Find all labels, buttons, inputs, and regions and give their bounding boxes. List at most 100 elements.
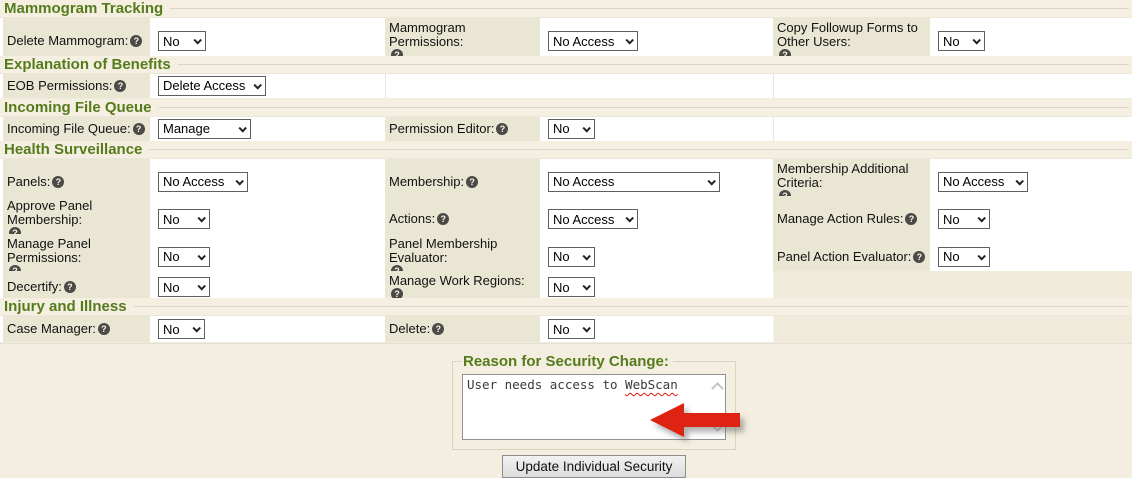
row-gutter <box>0 116 3 141</box>
section-rule <box>133 306 1129 307</box>
chevron-down-icon <box>977 251 986 261</box>
section-rule <box>149 148 1129 150</box>
delete-label: Delete:? <box>385 316 540 342</box>
reason-for-security-change-panel: Reason for Security Change: User needs a… <box>452 353 736 450</box>
scroll-down-icon[interactable] <box>711 419 724 432</box>
help-icon[interactable]: ? <box>466 175 479 188</box>
manage-work-regions-label: Manage Work Regions:? <box>385 271 540 303</box>
chevron-down-icon <box>253 80 262 90</box>
table-row: EOB Permissions:? Delete Access <box>0 73 1132 99</box>
help-icon[interactable]: ? <box>97 323 110 335</box>
reason-text-flagged-word: WebScan <box>625 377 678 392</box>
footer-area: Reason for Security Change: User needs a… <box>0 343 1132 478</box>
manage-work-regions-select[interactable]: No <box>548 277 595 297</box>
chevron-down-icon <box>192 324 201 333</box>
table-row: Panels:? No Access Membership:? No Acces… <box>0 158 1132 205</box>
row-gutter <box>0 271 3 303</box>
case-manager-label: Case Manager:? <box>3 316 150 342</box>
empty-cell <box>773 271 1132 303</box>
delete-mammogram-select[interactable]: No <box>158 31 206 51</box>
table-row: Delete Mammogram:? No Mammogram Permissi… <box>0 18 1132 64</box>
row-gutter <box>0 73 3 98</box>
incoming-file-queue-label: Incoming File Queue:? <box>3 116 150 141</box>
delete-cell: No <box>540 316 773 342</box>
section-header-explanation-of-benefits: Explanation of Benefits <box>0 55 1132 74</box>
empty-cell <box>773 116 1132 141</box>
row-gutter <box>0 196 3 242</box>
help-icon[interactable]: ? <box>496 122 509 135</box>
decertify-cell: No <box>150 271 385 303</box>
approve-panel-membership-select[interactable]: No <box>158 209 210 229</box>
reason-text: User needs access to <box>467 377 626 392</box>
membership-additional-criteria-select[interactable]: No Access <box>938 171 1028 192</box>
chevron-down-icon <box>977 214 986 223</box>
chevron-down-icon <box>707 176 716 186</box>
section-header-injury-and-illness: Injury and Illness <box>0 298 1132 316</box>
eob-permissions-select[interactable]: Delete Access <box>158 75 266 96</box>
permission-editor-label: Permission Editor:? <box>385 116 540 141</box>
help-icon[interactable]: ? <box>437 213 450 225</box>
membership-cell: No Access <box>540 158 773 205</box>
manage-work-regions-cell: No <box>540 271 773 303</box>
chevron-down-icon <box>582 123 591 133</box>
row-gutter <box>0 233 3 280</box>
incoming-file-queue-select[interactable]: Manage <box>158 118 251 139</box>
scroll-up-icon[interactable] <box>711 382 724 395</box>
case-manager-select[interactable]: No <box>158 319 205 339</box>
section-rule <box>170 8 1129 9</box>
help-icon[interactable]: ? <box>913 250 926 263</box>
membership-select[interactable]: No Access <box>548 171 720 192</box>
table-row: Incoming File Queue:? Manage Permission … <box>0 116 1132 141</box>
chevron-down-icon <box>1015 176 1024 186</box>
help-icon[interactable]: ? <box>905 213 918 225</box>
section-rule <box>177 63 1129 65</box>
chevron-down-icon <box>582 282 591 291</box>
chevron-down-icon <box>235 176 244 186</box>
manage-action-rules-select[interactable]: No <box>938 209 990 229</box>
panels-select[interactable]: No Access <box>158 171 248 192</box>
help-icon[interactable]: ? <box>432 323 445 335</box>
row-gutter <box>0 18 3 64</box>
chevron-down-icon <box>197 251 206 261</box>
panel-membership-evaluator-select[interactable]: No <box>548 246 595 267</box>
permission-editor-select[interactable]: No <box>548 118 595 139</box>
incoming-file-queue-cell: Manage <box>150 116 385 141</box>
help-icon[interactable]: ? <box>391 288 403 300</box>
mammogram-permissions-select[interactable]: No Access <box>548 31 638 51</box>
section-header-mammogram-tracking: Mammogram Tracking <box>0 0 1132 18</box>
chevron-down-icon <box>625 214 634 223</box>
eob-permissions-cell: Delete Access <box>150 73 385 98</box>
permission-editor-cell: No <box>540 116 773 141</box>
row-gutter <box>0 158 3 205</box>
help-icon[interactable]: ? <box>52 175 65 188</box>
help-icon[interactable]: ? <box>132 122 145 135</box>
table-row: Manage Panel Permissions:? No Panel Memb… <box>0 233 1132 280</box>
delete-select[interactable]: No <box>548 319 595 339</box>
help-icon[interactable]: ? <box>63 281 76 293</box>
chevron-down-icon <box>197 214 206 223</box>
help-icon[interactable]: ? <box>130 35 143 47</box>
reason-for-security-change-title: Reason for Security Change: <box>463 353 669 370</box>
reason-textarea[interactable]: User needs access to WebScan <box>462 374 726 440</box>
section-title: Injury and Illness <box>4 298 127 315</box>
chevron-down-icon <box>197 282 206 291</box>
manage-panel-permissions-select[interactable]: No <box>158 246 210 267</box>
case-manager-cell: No <box>150 316 385 342</box>
chevron-down-icon <box>582 324 591 333</box>
actions-select[interactable]: No Access <box>548 209 638 229</box>
chevron-down-icon <box>625 36 634 45</box>
chevron-down-icon <box>238 123 247 133</box>
section-header-incoming-file-queue: Incoming File Queue <box>0 98 1132 117</box>
empty-cell <box>385 73 773 98</box>
decertify-label: Decertify:? <box>3 271 150 303</box>
row-gutter <box>0 316 3 342</box>
copy-followup-forms-select[interactable]: No <box>938 31 985 51</box>
chevron-down-icon <box>193 36 202 45</box>
panel-action-evaluator-select[interactable]: No <box>938 246 990 267</box>
section-title: Mammogram Tracking <box>4 0 164 17</box>
update-individual-security-button[interactable]: Update Individual Security <box>501 455 687 478</box>
table-row: Approve Panel Membership:? No Actions:? … <box>0 196 1132 242</box>
help-icon[interactable]: ? <box>114 79 127 92</box>
decertify-select[interactable]: No <box>158 277 210 297</box>
